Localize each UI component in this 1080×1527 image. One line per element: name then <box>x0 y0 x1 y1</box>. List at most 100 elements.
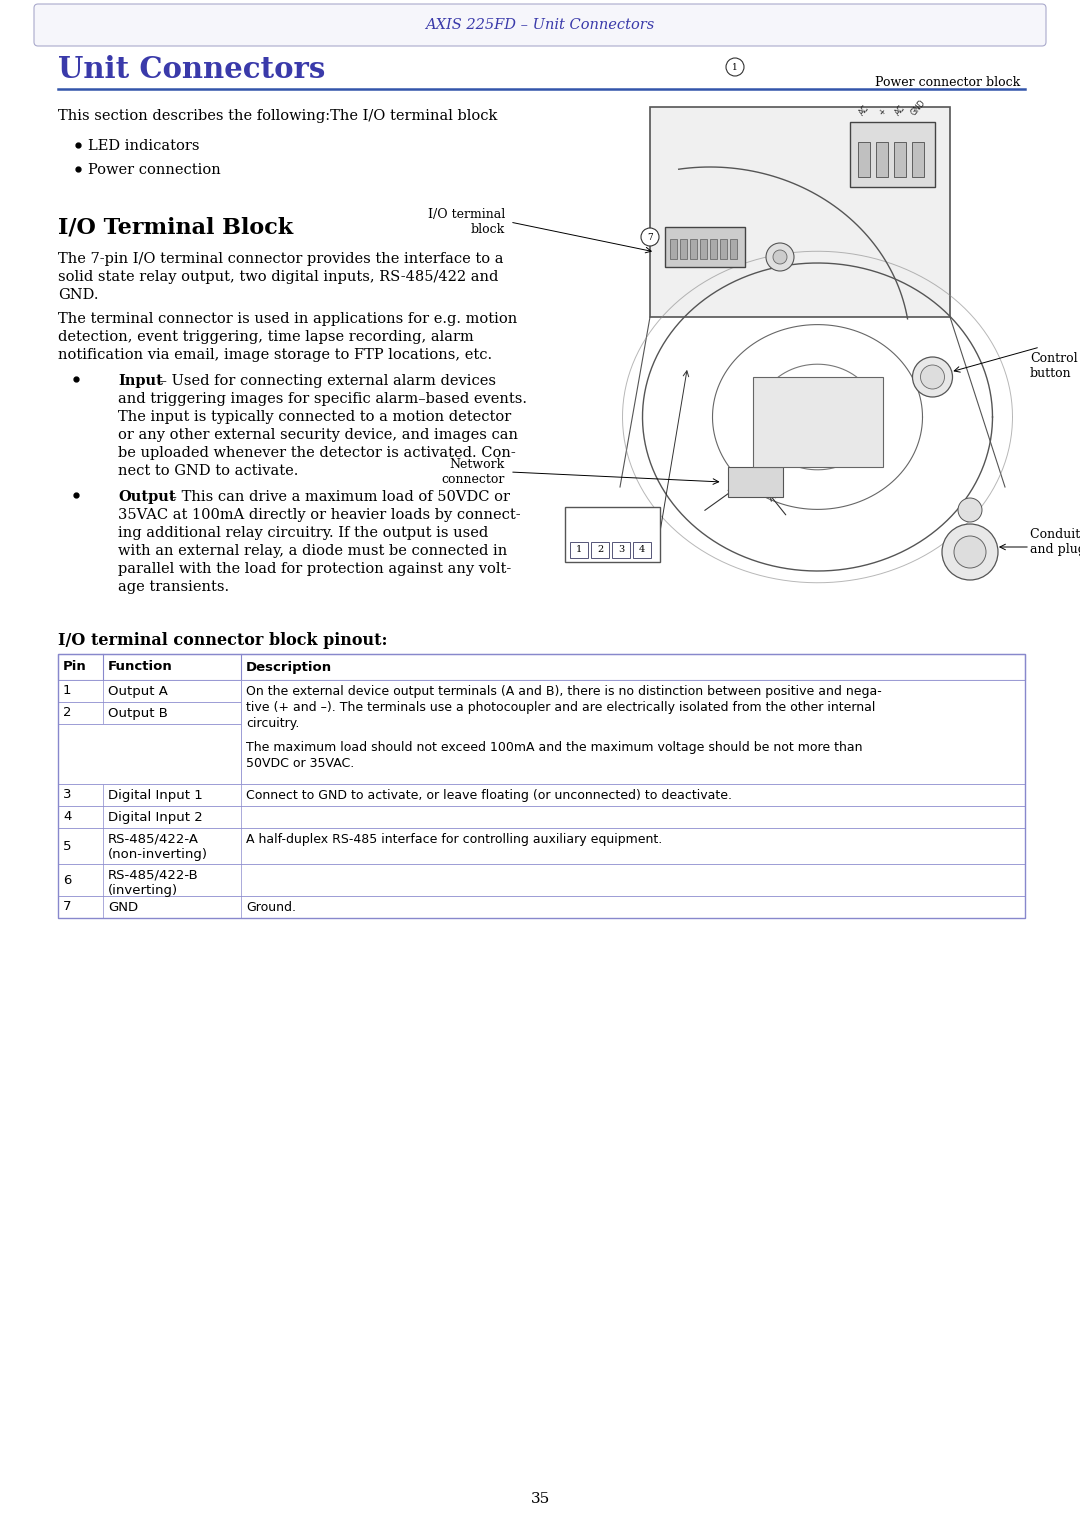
Text: – Used for connecting external alarm devices: – Used for connecting external alarm dev… <box>156 374 496 388</box>
Bar <box>858 142 870 177</box>
Text: I/O terminal
block: I/O terminal block <box>428 208 505 237</box>
Text: age transients.: age transients. <box>118 580 229 594</box>
Text: Input: Input <box>118 374 163 388</box>
Text: 1: 1 <box>63 684 71 698</box>
Bar <box>58 702 1025 724</box>
Bar <box>650 107 950 318</box>
Text: – This can drive a maximum load of 50VDC or: – This can drive a maximum load of 50VDC… <box>165 490 510 504</box>
Text: Network
connector: Network connector <box>442 458 505 486</box>
Text: LED indicators: LED indicators <box>87 139 200 153</box>
Bar <box>58 680 1025 702</box>
Bar <box>58 654 1025 918</box>
Bar <box>894 142 906 177</box>
Text: On the external device output terminals (A and B), there is no distinction betwe: On the external device output terminals … <box>246 686 881 698</box>
Text: RS-485/422-B
(inverting): RS-485/422-B (inverting) <box>108 869 199 896</box>
Text: The maximum load should not exceed 100mA and the maximum voltage should be not m: The maximum load should not exceed 100mA… <box>246 741 863 754</box>
Bar <box>670 240 677 260</box>
Text: 35VAC at 100mA directly or heavier loads by connect-: 35VAC at 100mA directly or heavier loads… <box>118 508 521 522</box>
Text: 7: 7 <box>63 901 71 913</box>
Circle shape <box>773 250 787 264</box>
Bar <box>612 542 630 557</box>
Text: or any other external security device, and images can: or any other external security device, a… <box>118 428 518 441</box>
Text: GND: GND <box>909 98 927 118</box>
Bar <box>912 142 924 177</box>
Text: Function: Function <box>108 661 173 673</box>
Text: 5: 5 <box>63 840 71 852</box>
Text: 35: 35 <box>530 1492 550 1506</box>
Text: 3: 3 <box>63 788 71 802</box>
Bar <box>58 783 1025 806</box>
Text: solid state relay output, two digital inputs, RS-485/422 and: solid state relay output, two digital in… <box>58 270 498 284</box>
Bar <box>565 507 660 562</box>
FancyBboxPatch shape <box>33 5 1047 46</box>
Text: The 7-pin I/O terminal connector provides the interface to a: The 7-pin I/O terminal connector provide… <box>58 252 503 266</box>
Bar <box>876 142 888 177</box>
Text: 6: 6 <box>63 873 71 887</box>
Bar <box>665 228 745 267</box>
Text: with an external relay, a diode must be connected in: with an external relay, a diode must be … <box>118 544 508 557</box>
Bar <box>58 864 1025 896</box>
Bar <box>58 806 1025 828</box>
Bar <box>710 240 717 260</box>
Text: This section describes the following:The I/O terminal block: This section describes the following:The… <box>58 108 498 124</box>
Text: Description: Description <box>246 661 333 673</box>
Text: Power connection: Power connection <box>87 163 220 177</box>
Circle shape <box>726 58 744 76</box>
Text: notification via email, image storage to FTP locations, etc.: notification via email, image storage to… <box>58 348 492 362</box>
Bar <box>58 896 1025 918</box>
Bar <box>633 542 651 557</box>
Text: circuitry.: circuitry. <box>246 718 299 730</box>
Text: RS-485/422-A
(non-inverting): RS-485/422-A (non-inverting) <box>108 834 208 861</box>
Text: and triggering images for specific alarm–based events.: and triggering images for specific alarm… <box>118 392 527 406</box>
Text: Pin: Pin <box>63 661 86 673</box>
Bar <box>58 828 1025 864</box>
Bar <box>680 240 687 260</box>
Text: 1: 1 <box>576 545 582 554</box>
Text: Conduit hole
and plug: Conduit hole and plug <box>1030 528 1080 556</box>
Bar <box>850 122 935 186</box>
Text: GND: GND <box>108 901 138 915</box>
Bar <box>591 542 609 557</box>
Bar <box>690 240 697 260</box>
Text: 2: 2 <box>597 545 603 554</box>
Text: GND.: GND. <box>58 289 98 302</box>
Text: 7: 7 <box>647 232 653 241</box>
Bar <box>570 542 588 557</box>
Text: 3: 3 <box>618 545 624 554</box>
Text: AXIS 225FD – Unit Connectors: AXIS 225FD – Unit Connectors <box>426 18 654 32</box>
Text: Power connector block: Power connector block <box>875 76 1020 89</box>
Text: ing additional relay circuitry. If the output is used: ing additional relay circuitry. If the o… <box>118 525 488 541</box>
Text: tive (+ and –). The terminals use a photocoupler and are electrically isolated f: tive (+ and –). The terminals use a phot… <box>246 701 876 715</box>
Text: parallel with the load for protection against any volt-: parallel with the load for protection ag… <box>118 562 511 576</box>
Text: nect to GND to activate.: nect to GND to activate. <box>118 464 298 478</box>
Circle shape <box>642 228 659 246</box>
Bar <box>720 240 727 260</box>
Text: Output B: Output B <box>108 707 167 721</box>
Circle shape <box>913 357 953 397</box>
Text: be uploaded whenever the detector is activated. Con-: be uploaded whenever the detector is act… <box>118 446 516 460</box>
Text: The terminal connector is used in applications for e.g. motion: The terminal connector is used in applic… <box>58 312 517 325</box>
Circle shape <box>766 243 794 270</box>
Text: Control
button: Control button <box>1030 353 1078 380</box>
Circle shape <box>920 365 945 389</box>
Bar <box>700 240 707 260</box>
Text: +: + <box>877 107 888 118</box>
Circle shape <box>958 498 982 522</box>
Text: AC: AC <box>858 104 870 118</box>
Bar <box>58 654 1025 680</box>
Text: Ground.: Ground. <box>246 901 296 915</box>
Text: LED: LED <box>570 510 594 521</box>
Text: detection, event triggering, time lapse recording, alarm: detection, event triggering, time lapse … <box>58 330 474 344</box>
Text: I/O Terminal Block: I/O Terminal Block <box>58 217 293 240</box>
Text: Output: Output <box>118 490 176 504</box>
Text: 1: 1 <box>732 63 738 72</box>
Text: Output A: Output A <box>108 686 167 698</box>
Text: Connect to GND to activate, or leave floating (or unconnected) to deactivate.: Connect to GND to activate, or leave flo… <box>246 789 732 802</box>
Bar <box>753 377 882 467</box>
Bar <box>58 724 241 783</box>
Text: 50VDC or 35VAC.: 50VDC or 35VAC. <box>246 757 354 770</box>
Text: indicators: indicators <box>570 524 626 533</box>
Text: 2: 2 <box>63 707 71 719</box>
Bar <box>728 467 783 496</box>
Bar <box>241 680 1025 783</box>
